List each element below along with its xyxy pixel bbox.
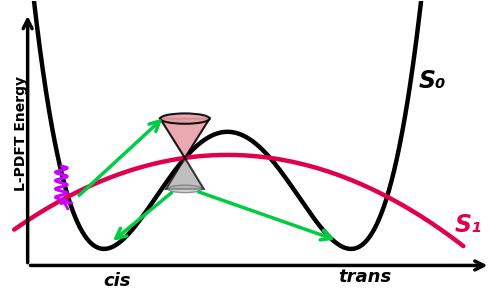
- Text: S₀: S₀: [418, 69, 446, 93]
- Polygon shape: [160, 119, 210, 158]
- Polygon shape: [166, 158, 203, 189]
- Text: cis: cis: [104, 272, 131, 290]
- Text: L-PDFT Energy: L-PDFT Energy: [14, 76, 28, 191]
- Text: S₁: S₁: [454, 213, 482, 238]
- Text: trans: trans: [338, 267, 391, 286]
- Ellipse shape: [160, 113, 210, 124]
- Ellipse shape: [168, 185, 202, 193]
